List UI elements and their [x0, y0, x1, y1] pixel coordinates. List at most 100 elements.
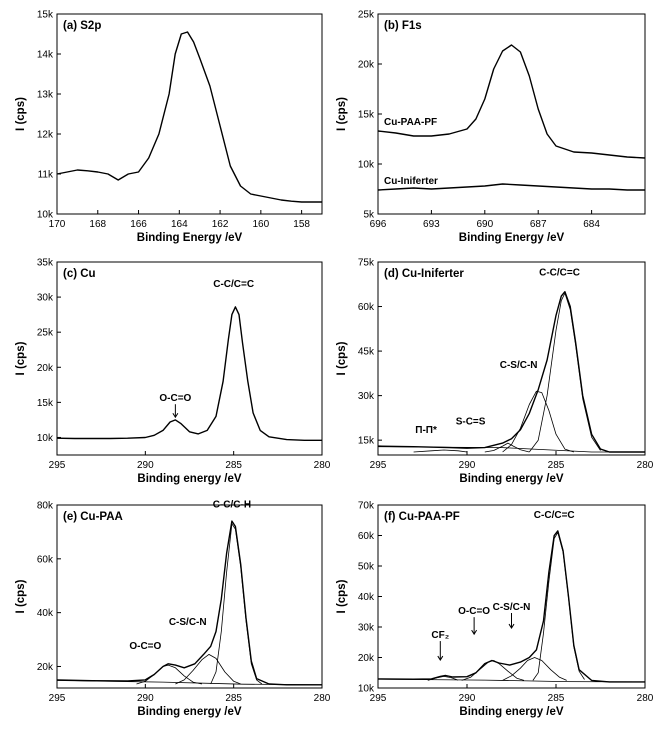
y-axis-label: I (cps)	[336, 579, 348, 613]
arrow-head	[437, 655, 444, 662]
y-tick-label: 13k	[37, 90, 54, 101]
y-tick-label: 14k	[37, 50, 54, 61]
y-tick-label: 40k	[358, 592, 375, 603]
y-tick-label: 60k	[37, 554, 54, 565]
x-axis-label: Binding Energy /eV	[459, 232, 565, 244]
y-tick-label: 60k	[358, 302, 375, 313]
series-envelope	[377, 291, 645, 453]
peak-annotation: O-C=O	[159, 393, 191, 404]
y-tick-label: 50k	[358, 562, 375, 573]
y-tick-label: 35k	[37, 258, 54, 269]
x-tick-label: 290	[459, 693, 476, 704]
y-tick-label: 15k	[358, 110, 375, 121]
series-envelope	[56, 520, 322, 686]
x-tick-label: 295	[370, 693, 387, 704]
series-baseline	[377, 446, 645, 453]
y-tick-label: 10k	[37, 433, 54, 444]
x-tick-label: 290	[137, 460, 154, 471]
x-tick-label: 295	[49, 693, 66, 704]
x-tick-label: 280	[314, 693, 331, 704]
axes-frame	[56, 261, 323, 456]
panel-a: 170 168 166 164 162 160 158 10k 11k 12k 13k 14k 15k B…	[15, 10, 323, 244]
y-tick-label: 70k	[358, 501, 375, 512]
x-tick-label: 170	[49, 219, 66, 230]
series-component-4	[413, 449, 468, 453]
x-tick-label: 285	[548, 460, 565, 471]
panel-d: 295 290 285 280 15k 30k 45k 60k 75k Binding energ…	[336, 258, 654, 486]
y-tick-label: 10k	[358, 160, 375, 171]
x-tick-label: 280	[637, 693, 654, 704]
peak-annotation: C-S/C-N	[493, 602, 531, 613]
x-tick-label: 280	[637, 460, 654, 471]
series-component-1	[210, 523, 263, 685]
series-component-1	[528, 292, 601, 453]
y-tick-label: 30k	[358, 391, 375, 402]
peak-annotation: Π-Π*	[415, 425, 437, 436]
axes-frame	[377, 504, 646, 689]
panel-e: 295 290 285 280 20k 40k 60k 80k Binding energy /…	[15, 500, 331, 718]
x-tick-label: 164	[171, 219, 188, 230]
y-tick-label: 10k	[358, 684, 375, 695]
series-component-1	[532, 532, 585, 681]
arrow-head	[172, 412, 179, 419]
series-component-4	[427, 676, 459, 681]
peak-annotation: C-C/C-H	[213, 500, 251, 511]
y-axis-label: I (cps)	[336, 97, 348, 131]
y-tick-label: 30k	[37, 293, 54, 304]
x-tick-label: 168	[89, 219, 106, 230]
series-baseline	[377, 678, 646, 683]
peak-annotation: C-S/C-N	[169, 617, 207, 628]
peak-annotation: CF₂	[431, 630, 449, 641]
x-axis-label: Binding energy /eV	[459, 706, 563, 718]
x-axis-label: Binding energy /eV	[459, 473, 563, 485]
peak-annotation: C-C/C=C	[539, 267, 580, 278]
x-axis-label: Binding energy /eV	[137, 706, 241, 718]
y-axis-label: I (cps)	[15, 579, 27, 613]
y-tick-label: 15k	[37, 10, 54, 21]
x-tick-label: 285	[225, 460, 242, 471]
axes-frame	[56, 13, 323, 215]
panel-f: 295 290 285 280 10k 20k 30k 40k 50k 60k 70k Binding…	[336, 501, 654, 719]
panel-title: (f) Cu-PAA-PF	[384, 511, 460, 523]
y-tick-label: 25k	[37, 328, 54, 339]
x-tick-label: 690	[476, 219, 493, 230]
y-tick-label: 20k	[37, 662, 54, 673]
series-component-3	[136, 664, 202, 685]
series-component-2	[175, 654, 241, 685]
axes-frame	[56, 504, 323, 689]
y-tick-label: 12k	[37, 130, 54, 141]
panel-title: (a) S2p	[63, 20, 101, 32]
x-tick-label: 166	[130, 219, 147, 230]
panel-title: (e) Cu-PAA	[63, 511, 123, 523]
x-tick-label: 158	[293, 219, 310, 230]
peak-annotation: C-C/C=C	[534, 510, 575, 521]
panel-title: (c) Cu	[63, 268, 96, 280]
y-tick-label: 45k	[358, 347, 375, 358]
y-tick-label: 20k	[358, 653, 375, 664]
y-axis-label: I (cps)	[15, 341, 27, 375]
series-spectrum	[56, 31, 322, 203]
series-spectrum	[56, 306, 322, 441]
x-tick-label: 162	[212, 219, 229, 230]
series-component-2	[502, 390, 574, 453]
peak-annotation: O-C=O	[129, 641, 161, 652]
panel-b: 696 693 690 687 684 5k 10k 15k 20k 25k Binding Ene…	[336, 10, 646, 244]
x-tick-label: 696	[370, 219, 387, 230]
x-tick-label: 295	[370, 460, 387, 471]
y-tick-label: 11k	[38, 170, 54, 181]
panel-title: (d) Cu-Iniferter	[384, 268, 464, 280]
y-tick-label: 40k	[37, 608, 54, 619]
series-label: Cu-PAA-PF	[384, 117, 437, 128]
peak-annotation: C-C/C=C	[213, 279, 254, 290]
peak-annotation: O-C=O	[458, 606, 490, 617]
x-tick-label: 290	[137, 693, 154, 704]
series-cu-paa-pf	[377, 44, 646, 159]
x-tick-label: 285	[225, 693, 242, 704]
series-label: Cu-Iniferter	[384, 176, 438, 187]
x-tick-label: 684	[583, 219, 600, 230]
x-tick-label: 693	[423, 219, 440, 230]
x-tick-label: 280	[314, 460, 331, 471]
y-tick-label: 80k	[37, 501, 54, 512]
panel-c: 295 290 285 280 10k 15k 20k 25k 30k 35k Binding en…	[15, 258, 331, 486]
